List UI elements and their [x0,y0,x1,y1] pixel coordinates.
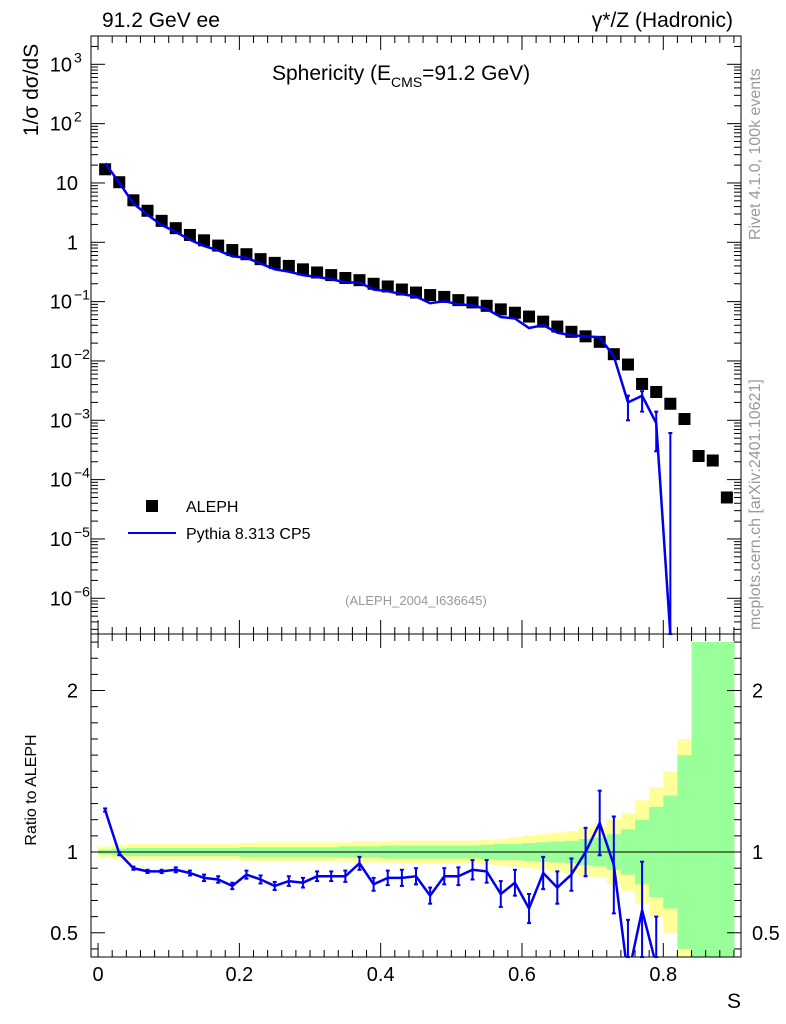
main-title: Sphericity (ECMS=91.2 GeV) [272,62,530,90]
aleph-data-point [424,289,437,302]
pythia-series-line [104,162,672,635]
aleph-data-point [523,310,536,323]
ratio-y-tick-label-right: 1 [752,842,763,864]
ratio-y-axis-label: Ratio to ALEPH [23,734,40,845]
aleph-data-point [226,244,239,257]
legend-aleph-label: ALEPH [186,499,238,516]
main-y-tick-label: 10 [50,114,72,136]
main-y-tick-label: 10 [50,470,72,492]
ratio-axis-ticks: 0 0.2 0.4 0.6 0.8 0.5 0.5 1 1 2 2 [50,634,780,986]
aleph-data-point [636,377,649,390]
main-y-axis-label: 1/σ dσ/dS [20,44,43,136]
ratio-y-tick-label: 2 [67,681,78,703]
aleph-data-point [494,303,507,316]
aleph-data-point [664,397,677,410]
main-y-tick-label: 10 [50,54,72,76]
ratio-series-line [103,809,656,957]
analysis-name: (ALEPH_2004_I636645) [345,593,487,608]
main-y-tick-exponent: −2 [74,346,90,362]
x-tick-label: 0.2 [225,964,253,986]
main-y-tick-label: 10 [50,292,72,314]
ratio-y-tick-label: 0.5 [50,923,78,945]
main-y-tick-exponent: −5 [74,524,90,540]
main-y-tick-label: 1 [67,232,78,254]
x-tick-label: 0 [93,964,104,986]
mcplots-label: mcplots.cern.ch [arXiv:2401.10621] [747,379,764,630]
legend-pythia-label: Pythia 8.313 CP5 [186,526,311,543]
ratio-panel-frame [90,633,742,958]
header-right-label: γ*/Z (Hadronic) [592,9,733,32]
main-y-tick-exponent: −3 [74,405,90,421]
ratio-series [103,789,659,958]
aleph-data-point [621,358,634,371]
main-y-tick-exponent: −6 [74,583,90,599]
main-y-tick-exponent: 2 [74,109,82,125]
rivet-label: Rivet 4.1.0, 100k events [747,68,764,240]
main-y-tick-label: 10 [50,588,72,610]
main-y-tick-exponent: −1 [74,287,90,303]
band-inner-bin [719,642,735,957]
aleph-data-point [296,263,309,276]
band-inner-bin [691,642,707,957]
aleph-data-point [720,491,733,504]
main-panel-frame [90,35,742,635]
band-inner-bin [705,642,721,957]
aleph-data-point [282,259,295,272]
aleph-data-point [381,280,394,293]
aleph-data-point [706,454,719,467]
aleph-data-point [692,450,705,463]
aleph-data-point [650,385,663,398]
aleph-data-point [593,335,606,348]
main-y-tick-label: 10 [56,173,78,195]
x-tick-label: 0.8 [649,964,677,986]
ratio-bands [91,642,741,957]
x-tick-label: 0.6 [508,964,536,986]
main-y-tick-exponent: −4 [74,465,90,481]
main-y-tick-label: 10 [50,351,72,373]
aleph-data-point [268,256,281,269]
ratio-y-tick-label: 1 [67,842,78,864]
main-title-subscript: CMS [391,74,422,90]
x-tick-label: 0.4 [367,964,395,986]
main-title-end: =91.2 GeV) [422,62,530,85]
main-y-tick-label: 10 [50,529,72,551]
main-series [99,162,733,635]
aleph-data-point [438,290,451,303]
main-title-text: Sphericity (E [272,62,391,85]
aleph-data-point [508,306,521,319]
legend-aleph-marker [146,500,158,512]
ratio-y-tick-label-right: 2 [752,681,763,703]
header-left-label: 91.2 GeV ee [102,9,220,32]
aleph-data-point [678,413,691,426]
main-y-tick-exponent: 3 [74,49,82,65]
main-y-tick-label: 10 [50,410,72,432]
ratio-y-tick-label-right: 0.5 [752,923,780,945]
aleph-data-point [551,320,564,333]
aleph-data-point [127,194,140,207]
x-axis-label: S [727,990,741,1013]
